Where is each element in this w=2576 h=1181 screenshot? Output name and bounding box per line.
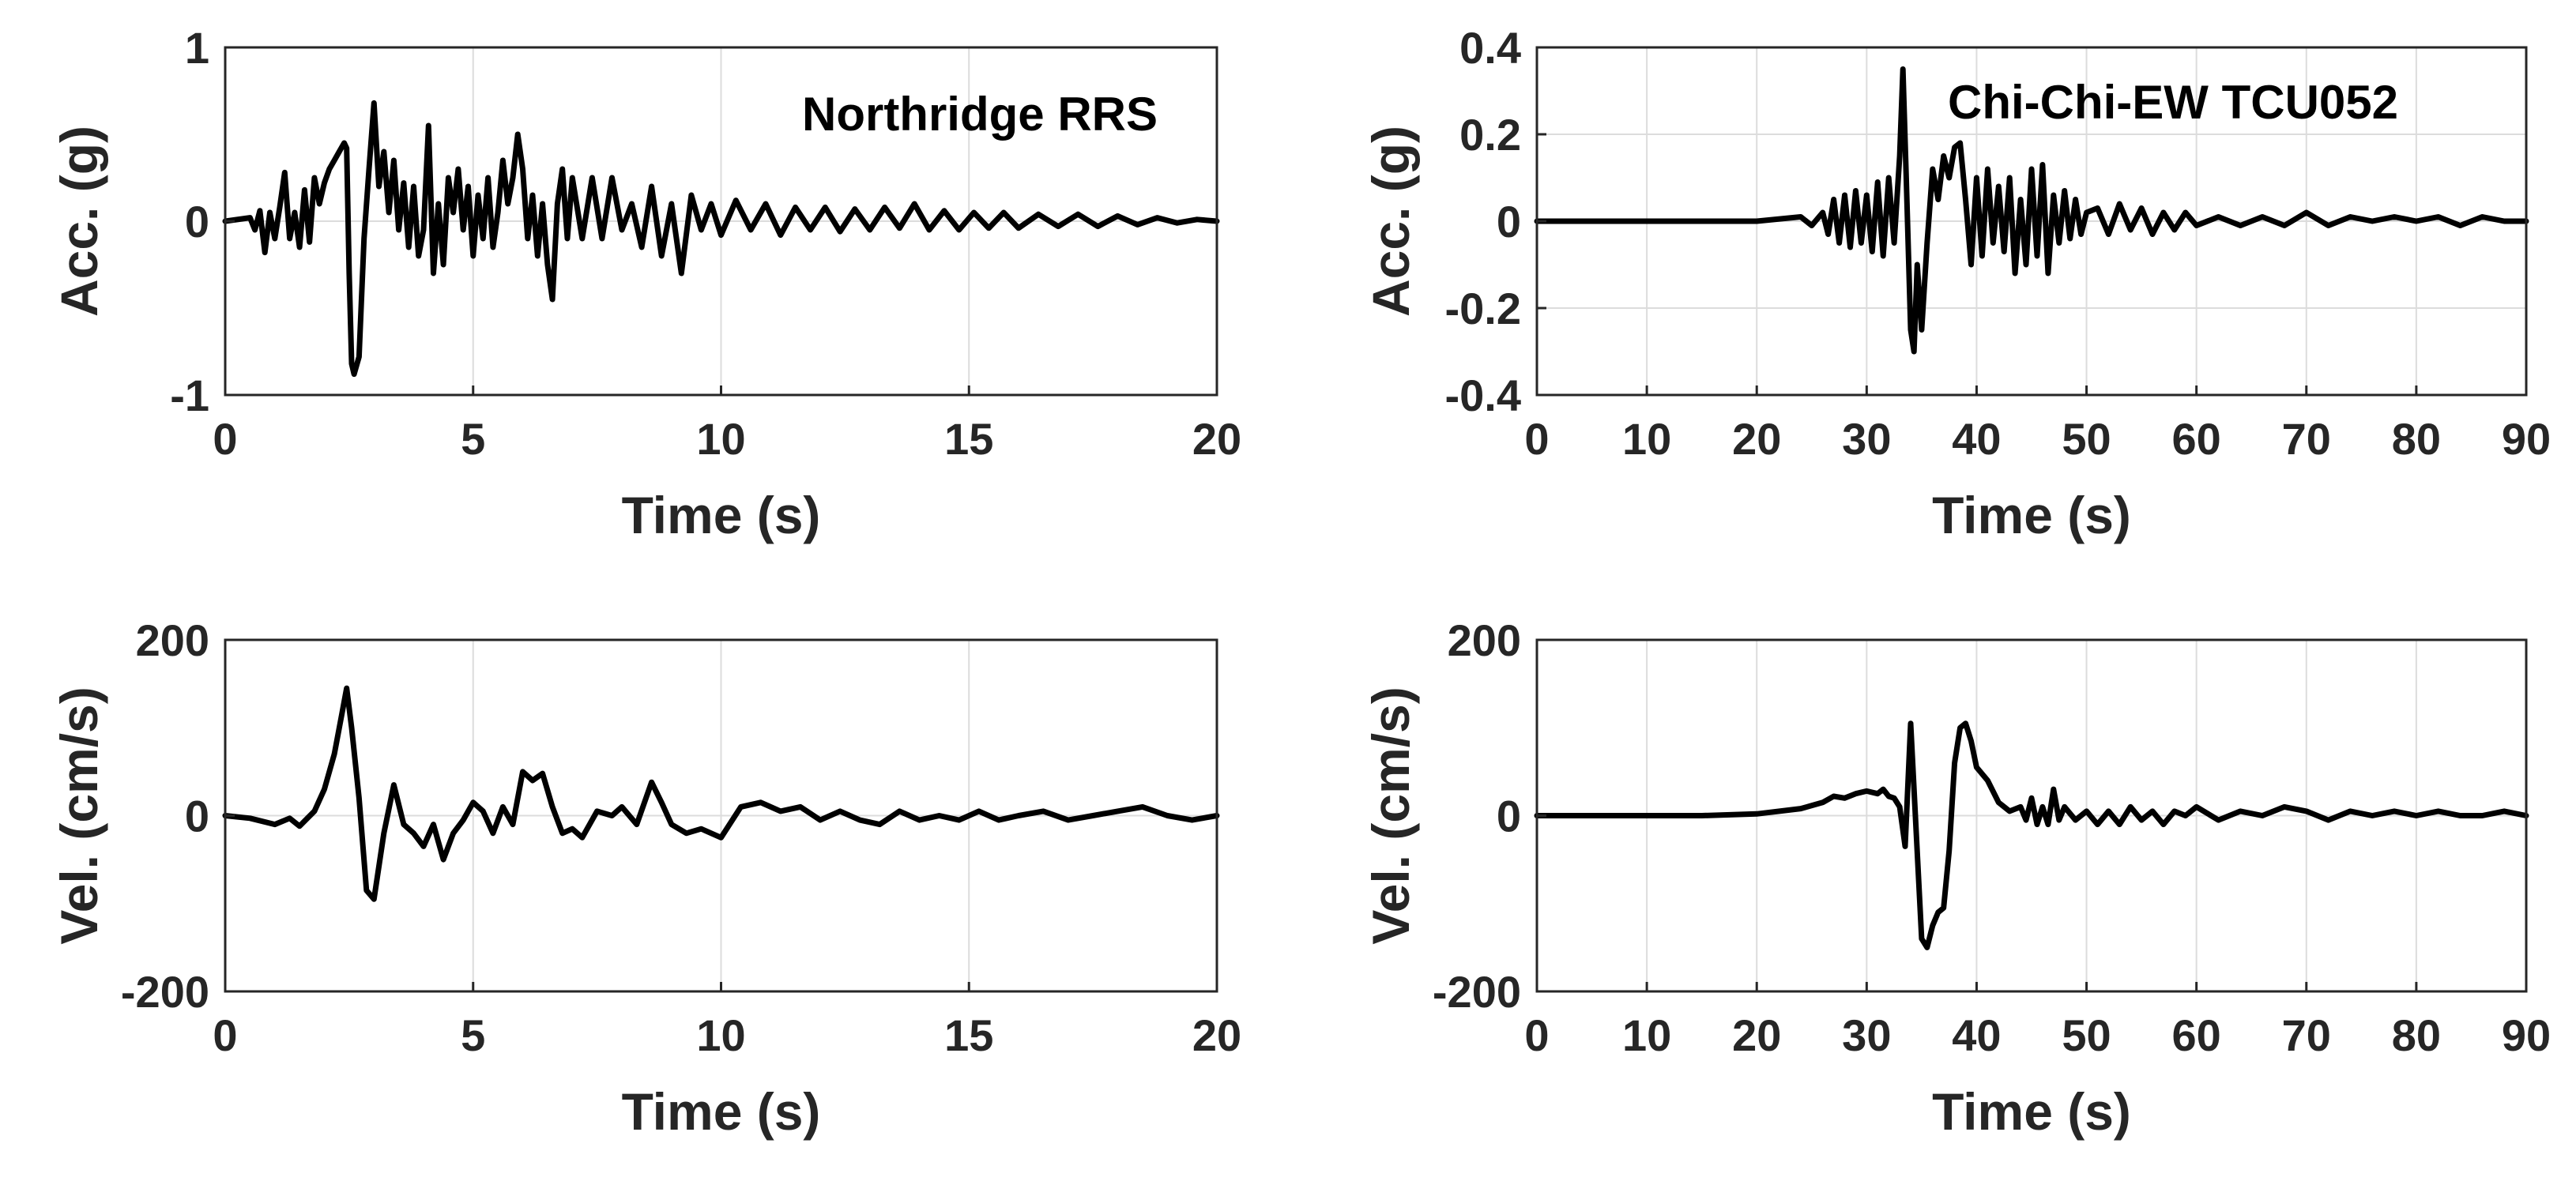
x-tick-label: 40: [1952, 1010, 2001, 1060]
x-axis-label: Time (s): [622, 486, 821, 544]
y-tick-label: 200: [136, 615, 209, 665]
x-tick-label: 10: [696, 1010, 745, 1060]
x-tick-label: 5: [461, 414, 485, 464]
x-tick-label: 20: [1732, 1010, 1781, 1060]
x-tick-label: 70: [2282, 1010, 2331, 1060]
x-tick-label: 0: [213, 1010, 237, 1060]
y-axis-label: Acc. (g): [1361, 126, 1420, 317]
y-tick-label: 200: [1448, 615, 1521, 665]
x-tick-label: 90: [2502, 1010, 2551, 1060]
x-tick-label: 10: [1622, 1010, 1671, 1060]
data-series-line: [1534, 66, 2529, 355]
y-tick-label: -0.4: [1445, 370, 1522, 420]
chart-annotation: Northridge RRS: [802, 88, 1158, 141]
y-tick-label: 0: [1497, 197, 1521, 246]
y-tick-label: -200: [1433, 967, 1521, 1017]
x-tick-label: 5: [461, 1010, 485, 1060]
x-tick-label: 80: [2392, 414, 2441, 464]
y-tick-label: 1: [185, 23, 209, 73]
x-tick-label: 50: [2062, 414, 2111, 464]
x-tick-label: 30: [1842, 414, 1891, 464]
x-tick-label: 0: [213, 414, 237, 464]
x-tick-label: 0: [1524, 1010, 1549, 1060]
x-tick-label: 20: [1192, 1010, 1241, 1060]
y-tick-label: 0: [185, 792, 209, 841]
y-axis-label: Vel. (cm/s): [1361, 686, 1420, 945]
y-tick-label: 0: [1497, 792, 1521, 841]
data-series-line: [222, 100, 1220, 378]
y-tick-label: 0.2: [1459, 110, 1521, 160]
data-series-line: [1534, 720, 2529, 950]
x-axis-label: Time (s): [622, 1082, 821, 1141]
x-tick-label: 30: [1842, 1010, 1891, 1060]
x-tick-label: 15: [944, 414, 993, 464]
y-tick-label: -200: [121, 967, 209, 1017]
chart-panel-2: 0 10 20 30 40 50 60 70 80 90 -0.4 -0.2 0 0.2 0.4 Time (…: [1361, 23, 2551, 544]
x-tick-label: 80: [2392, 1010, 2441, 1060]
x-tick-label: 40: [1952, 414, 2001, 464]
y-axis-label: Acc. (g): [50, 126, 108, 317]
y-tick-label: 0: [185, 197, 209, 246]
x-tick-label: 0: [1524, 414, 1549, 464]
x-tick-label: 15: [944, 1010, 993, 1060]
x-tick-label: 50: [2062, 1010, 2111, 1060]
x-tick-label: 10: [1622, 414, 1671, 464]
x-tick-label: 70: [2282, 414, 2331, 464]
data-series-line: [222, 685, 1220, 902]
x-tick-label: 90: [2502, 414, 2551, 464]
y-tick-label: -0.2: [1445, 284, 1522, 333]
x-tick-label: 10: [696, 414, 745, 464]
y-axis-label: Vel. (cm/s): [50, 686, 108, 945]
x-axis-label: Time (s): [1932, 1082, 2131, 1141]
y-tick-label: 0.4: [1459, 23, 1521, 73]
chart-annotation: Chi-Chi-EW TCU052: [1948, 76, 2398, 129]
y-tick-label: -1: [170, 370, 209, 420]
x-axis-label: Time (s): [1932, 486, 2131, 544]
x-tick-label: 20: [1732, 414, 1781, 464]
x-tick-label: 60: [2172, 1010, 2221, 1060]
x-tick-label: 20: [1192, 414, 1241, 464]
x-tick-label: 60: [2172, 414, 2221, 464]
